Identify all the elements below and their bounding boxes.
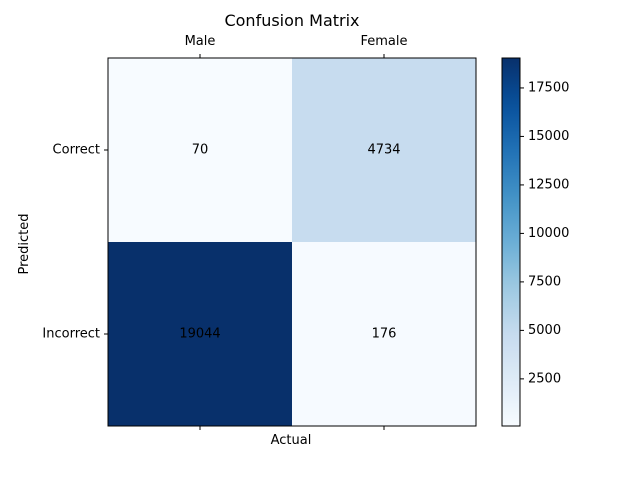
colorbar-ticks: 2500 5000 7500 10000 12500 15000 17500 — [520, 80, 569, 386]
x-axis-ticks: Male Female — [185, 34, 408, 430]
y-tick-label: Correct — [53, 143, 100, 158]
heatmap-cell — [108, 242, 292, 426]
heatmap-cell — [292, 58, 476, 242]
colorbar-tick-label: 2500 — [528, 371, 561, 386]
heatmap-cell-labels: 70 4734 19044 176 — [179, 143, 400, 342]
x-axis-label: Actual — [271, 433, 312, 448]
plot-frame — [107, 57, 477, 427]
y-axis-label: Predicted — [17, 213, 32, 274]
colorbar-tick-label: 15000 — [528, 129, 569, 144]
colorbar-tick-label: 10000 — [528, 226, 569, 241]
cell-value-label: 176 — [372, 327, 397, 342]
colorbar-tick-label: 5000 — [528, 323, 561, 338]
y-tick-label: Incorrect — [42, 327, 100, 342]
colorbar-tick-label: 7500 — [528, 274, 561, 289]
y-axis-ticks: Correct Incorrect — [42, 143, 108, 342]
cell-value-label: 19044 — [179, 327, 220, 342]
colorbar-tick-label: 17500 — [528, 80, 569, 95]
colorbar-tick-label: 12500 — [528, 177, 569, 192]
x-tick-label: Male — [185, 34, 216, 49]
heatmap-cell — [292, 242, 476, 426]
cell-value-label: 4734 — [367, 143, 400, 158]
heatmap-cells — [108, 58, 476, 426]
cell-value-label: 70 — [192, 143, 209, 158]
x-tick-label: Female — [360, 34, 407, 49]
colorbar — [501, 57, 521, 427]
chart-title: Confusion Matrix — [224, 11, 359, 30]
heatmap-cell — [108, 58, 292, 242]
